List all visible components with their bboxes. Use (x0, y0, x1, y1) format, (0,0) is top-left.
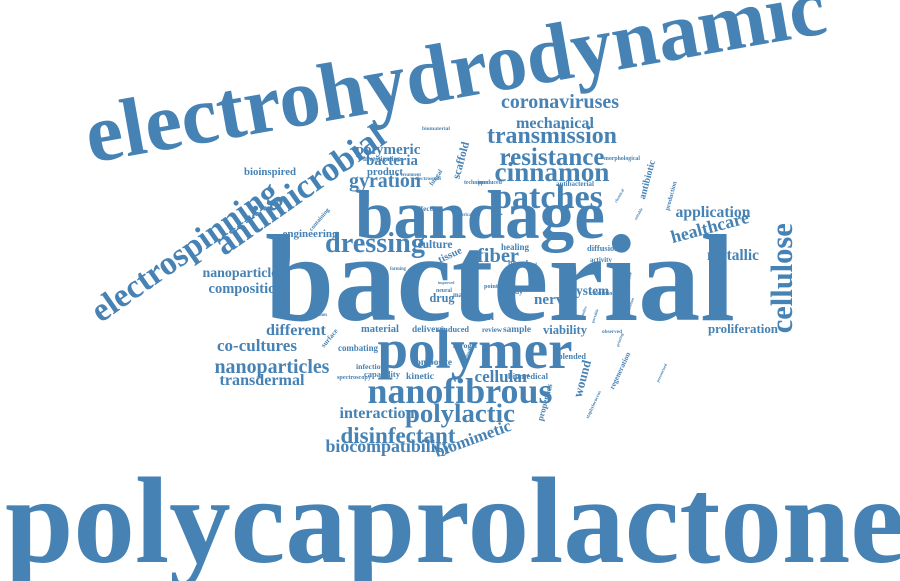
word-cloud-word: drug (429, 291, 455, 305)
word-cloud-word: polycaprolactone (5, 451, 900, 581)
word-cloud-word: cinnamon (494, 156, 610, 187)
word-cloud-word: antibiotic (637, 159, 659, 201)
word-cloud-word: diffusion (587, 243, 620, 253)
word-cloud-word: nerve (534, 291, 571, 308)
word-cloud-word: nanoparticle (202, 266, 278, 281)
word-cloud-word: polylactic (405, 397, 515, 428)
word-cloud-word: nanoparticles (214, 356, 330, 378)
word-cloud-word: mechanical (516, 115, 594, 132)
word-cloud-word: bioinspired (244, 165, 297, 178)
word-cloud-word: neural (436, 288, 452, 294)
word-cloud-word: metallic (707, 246, 759, 264)
word-cloud-word: bacteria (366, 152, 418, 169)
word-cloud-word: bandage (355, 175, 605, 253)
word-cloud-word: kinetic (406, 371, 434, 382)
word-cloud-word: biocompatibility (325, 436, 451, 456)
word-cloud-word: composition (208, 280, 284, 297)
word-cloud-word: bacterial (265, 209, 735, 347)
word-cloud-word: condition (590, 289, 617, 297)
word-cloud-word: healing (501, 241, 530, 252)
word-cloud-word: pressurized (655, 362, 668, 383)
word-cloud-word: novel (470, 311, 494, 323)
word-cloud-word: technique (464, 180, 488, 186)
word-cloud-word: polymer (377, 318, 573, 380)
word-cloud-word: biomedical (508, 370, 548, 381)
word-cloud-word: system (571, 282, 609, 298)
word-cloud-word: observed (602, 328, 623, 335)
word-cloud-word: dressing (325, 228, 425, 259)
word-cloud-word: transmission (487, 123, 617, 149)
word-cloud-word: staphylococcus (585, 389, 603, 420)
word-cloud-word: viability (543, 322, 587, 337)
word-cloud-word: natural (519, 262, 537, 268)
word-cloud-word: improved (438, 280, 455, 285)
word-cloud-word: aerogel (453, 341, 477, 350)
word-cloud-word: composite (412, 357, 452, 368)
word-cloud-word: investigation (363, 154, 401, 163)
word-cloud-word: function (309, 311, 327, 318)
word-cloud-word: regeneration (607, 350, 633, 391)
word-cloud-word: nanofibrous (367, 371, 553, 411)
word-cloud-word: electrohydrodynamic (77, 0, 833, 180)
word-cloud-word: wound (569, 357, 595, 399)
word-cloud-word: study (505, 287, 523, 296)
word-cloud-word: resistance (499, 143, 605, 171)
word-cloud-word: culture (417, 239, 453, 251)
word-cloud-word: effective (415, 203, 441, 213)
word-cloud-word: engineering (282, 227, 338, 240)
word-cloud-word: interaction (339, 405, 415, 422)
word-cloud-word: proliferation (708, 321, 778, 336)
word-cloud-word: blended (558, 352, 586, 361)
word-cloud-word: chemical (612, 187, 625, 204)
word-cloud-word: gyration (349, 170, 421, 192)
word-cloud-word: induced (441, 325, 469, 334)
word-cloud-word: scaffold (450, 140, 473, 180)
word-cloud-word: different (266, 321, 326, 339)
word-cloud-word: combating (338, 342, 378, 353)
word-cloud-word: spectroscopy (337, 374, 371, 381)
word-cloud-word: review (482, 325, 503, 334)
word-cloud-word: fabrication (457, 212, 479, 218)
word-cloud-word: mats (453, 291, 467, 299)
word-cloud-word: application (675, 204, 751, 221)
word-cloud-word: treatment (401, 172, 421, 178)
word-cloud-word: cellular (474, 366, 530, 386)
word-cloud-word: fiber (477, 245, 519, 267)
word-cloud-word: produced (478, 180, 502, 186)
word-cloud-word: patches (493, 179, 603, 216)
word-cloud-word: morphological (604, 156, 640, 162)
word-cloud-word: infections (356, 362, 388, 371)
word-cloud-word: blend (508, 259, 528, 268)
word-cloud-word: activity (590, 255, 612, 264)
word-cloud-word: forming (390, 266, 406, 272)
word-cloud-word: biomaterial (422, 126, 450, 132)
word-cloud-word: polymeric (355, 140, 421, 158)
word-cloud-word: sample (503, 324, 531, 335)
word-cloud-word: point (484, 283, 498, 290)
word-cloud-word: material (361, 323, 399, 335)
word-cloud-word: capability (364, 368, 400, 379)
word-cloud-word: electrospun (415, 175, 441, 182)
word-cloud-word: cellulose (764, 223, 799, 334)
word-cloud-word: delivery (412, 324, 444, 335)
word-cloud-word: co-cultures (217, 335, 297, 355)
word-cloud-word: product (367, 165, 403, 178)
word-cloud-word: coronaviruses (501, 91, 619, 113)
word-cloud-word: antibacterial (556, 179, 594, 188)
word-cloud-word: disinfectant (340, 422, 456, 448)
word-cloud-word: transdermal (219, 372, 305, 389)
